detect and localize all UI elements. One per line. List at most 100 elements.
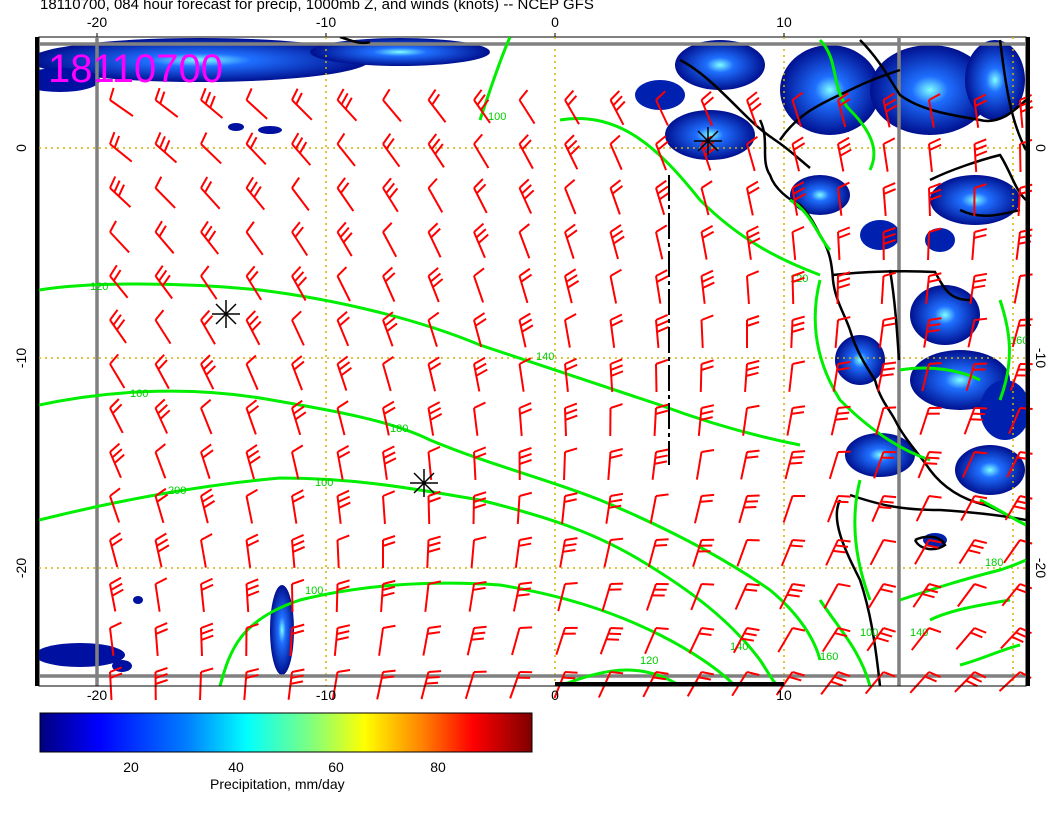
wind-barb xyxy=(382,133,401,168)
wind-barb xyxy=(653,403,669,437)
wind-barb xyxy=(791,91,804,128)
wind-barb xyxy=(564,357,578,392)
wind-barb xyxy=(820,671,851,695)
wind-barb xyxy=(700,180,713,216)
wind-barb xyxy=(563,447,578,481)
wind-barb xyxy=(609,224,625,260)
wind-barb xyxy=(382,490,396,525)
wind-barb xyxy=(291,177,310,211)
wind-barb xyxy=(245,488,258,524)
wind-barb xyxy=(744,359,760,393)
wind-barb xyxy=(427,490,441,525)
wind-barb xyxy=(109,621,122,656)
lon-tick-label: 10 xyxy=(776,14,792,30)
wind-barb xyxy=(518,312,534,348)
wind-barb xyxy=(736,539,760,567)
wind-barb xyxy=(609,268,622,304)
wind-barb xyxy=(473,178,488,214)
wind-barb xyxy=(732,627,760,654)
wind-barb xyxy=(837,92,851,128)
wind-barb xyxy=(382,266,396,302)
wind-barb xyxy=(336,266,351,302)
wind-barb xyxy=(609,358,624,393)
wind-barb xyxy=(200,399,213,435)
wind-barb xyxy=(873,451,897,479)
wind-barb xyxy=(784,450,806,480)
wind-barb xyxy=(382,445,397,480)
wind-barb xyxy=(925,272,942,304)
wind-barb xyxy=(516,491,532,525)
wind-barb xyxy=(109,309,127,344)
wind-barb xyxy=(834,316,851,348)
wind-barb xyxy=(965,362,988,392)
wind-barb xyxy=(832,360,851,392)
wind-barb xyxy=(746,270,760,305)
wind-barb xyxy=(775,671,805,696)
wind-barb xyxy=(603,537,624,568)
wind-barb xyxy=(823,583,851,609)
wind-barb xyxy=(518,178,535,214)
left-axis: 0 -10 -20 xyxy=(13,37,39,686)
wind-barb xyxy=(154,309,172,345)
wind-barb xyxy=(427,401,443,436)
wind-barb xyxy=(914,539,942,565)
wind-barb xyxy=(746,91,762,127)
wind-barb xyxy=(693,493,715,524)
wind-barb xyxy=(291,578,305,613)
marker-asterisk xyxy=(694,127,722,155)
wind-barb xyxy=(649,493,669,524)
wind-barb xyxy=(561,492,578,524)
contour-label: 120 xyxy=(640,655,658,667)
wind-barb xyxy=(464,670,487,700)
wind-barb xyxy=(382,356,394,392)
wind-barb xyxy=(427,267,444,303)
wind-barb xyxy=(200,354,216,390)
wind-barb xyxy=(864,671,896,695)
wind-barb xyxy=(875,406,897,436)
wind-barb xyxy=(655,224,668,260)
bottom-axis: -20 -10 0 10 xyxy=(39,682,1026,703)
wind-barb xyxy=(740,449,760,480)
wind-barb xyxy=(827,495,851,523)
wind-barb xyxy=(473,401,486,436)
wind-barb xyxy=(601,582,624,612)
wind-barb xyxy=(154,443,167,479)
contour-label: 180 xyxy=(390,423,408,435)
wind-barb xyxy=(472,491,487,525)
wind-barb xyxy=(291,399,307,436)
wind-barb xyxy=(154,398,171,434)
wind-barb xyxy=(518,357,532,392)
wind-barb xyxy=(910,627,942,651)
wind-barb xyxy=(738,494,760,524)
wind-barb xyxy=(109,220,130,254)
colorbar-tick: 80 xyxy=(430,759,446,775)
wind-barb xyxy=(876,361,897,392)
wind-barb xyxy=(700,90,715,127)
wind-barb xyxy=(973,183,987,217)
wind-barb xyxy=(836,271,851,305)
wind-barb xyxy=(655,314,670,348)
wind-barb xyxy=(200,265,218,300)
wind-barb xyxy=(564,313,577,348)
wind-barb xyxy=(154,87,179,118)
wind-barb xyxy=(609,313,624,348)
wind-barbs xyxy=(109,87,1034,701)
wind-barb xyxy=(336,355,353,391)
wind-barb xyxy=(291,444,304,480)
wind-barb xyxy=(828,450,851,480)
wind-barb xyxy=(473,222,489,259)
wind-barb xyxy=(509,671,533,699)
lon-tick-label: 10 xyxy=(776,687,792,703)
wind-barb xyxy=(923,317,942,348)
region-frame xyxy=(39,37,1026,686)
wind-barb xyxy=(607,447,624,480)
wind-barb xyxy=(699,359,714,393)
colorbar-label: Precipitation, mm/day xyxy=(210,776,345,792)
wind-barb xyxy=(245,354,259,391)
wind-barb xyxy=(782,495,806,523)
wind-barb xyxy=(473,446,487,481)
wind-barb xyxy=(837,136,852,172)
wind-barb xyxy=(609,403,623,437)
wind-barb xyxy=(291,132,312,166)
